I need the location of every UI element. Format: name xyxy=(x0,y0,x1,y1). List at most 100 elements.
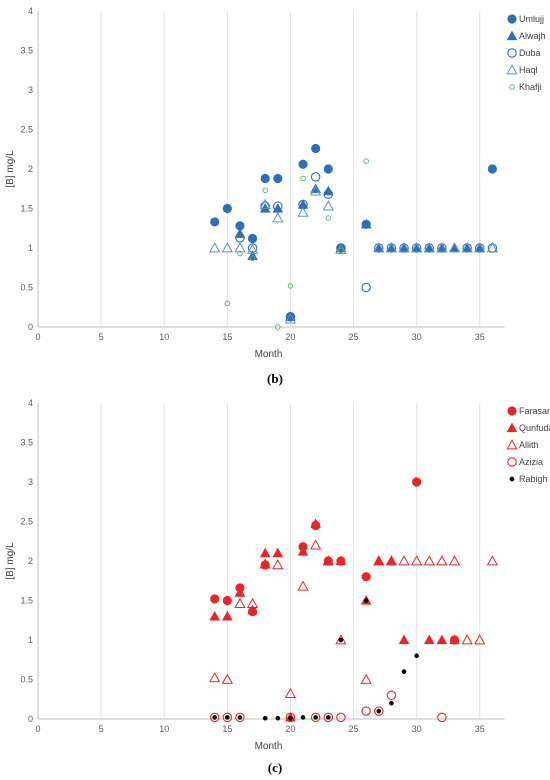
data-point xyxy=(297,546,309,556)
data-point xyxy=(414,653,419,659)
data-point xyxy=(262,715,268,721)
data-point xyxy=(338,637,344,643)
data-point xyxy=(287,283,294,289)
legend-marker xyxy=(509,84,515,90)
data-point xyxy=(209,672,221,683)
y-tick-label: 1.5 xyxy=(20,204,33,214)
data-point xyxy=(374,706,384,716)
data-point xyxy=(323,164,333,174)
data-point xyxy=(385,555,398,566)
data-point xyxy=(448,555,461,566)
data-point xyxy=(275,324,281,330)
data-point xyxy=(474,634,486,645)
data-point xyxy=(247,233,258,244)
data-point xyxy=(224,300,231,307)
data-point xyxy=(272,547,284,558)
data-point xyxy=(437,712,447,723)
data-point xyxy=(298,199,308,210)
data-point xyxy=(487,164,497,174)
y-tick-label: 2.5 xyxy=(20,517,33,527)
y-tick-label: 1 xyxy=(28,243,33,253)
data-point xyxy=(310,172,321,182)
legend-label: Duba xyxy=(519,48,541,58)
data-point xyxy=(273,173,283,184)
data-point xyxy=(298,159,308,169)
data-point xyxy=(310,185,322,196)
data-point xyxy=(423,555,435,566)
data-point xyxy=(221,242,233,253)
data-point xyxy=(259,547,271,558)
data-point xyxy=(325,715,331,720)
series-azizia xyxy=(209,690,447,723)
data-point xyxy=(410,242,423,253)
legend-marker xyxy=(506,439,518,450)
y-axis-label: [B] mg/L xyxy=(5,150,16,188)
chart-panel-b: 0 0.5 1 1.5 2 2.5 3 3.5 4 0 5 10 15 20 25 30 35 Month [B] … xyxy=(5,6,546,360)
data-point xyxy=(325,215,332,221)
data-point xyxy=(284,313,297,324)
data-point xyxy=(259,198,271,209)
panel-label: (b) xyxy=(267,371,283,386)
series-khafji xyxy=(224,158,369,330)
data-point xyxy=(361,572,371,582)
data-point xyxy=(221,673,233,684)
x-tick-label: 30 xyxy=(412,724,422,734)
y-tick-label: 0 xyxy=(28,322,33,332)
legend-marker xyxy=(507,406,517,416)
data-point xyxy=(234,597,246,608)
x-tick-label: 20 xyxy=(285,724,295,734)
data-point xyxy=(486,555,499,566)
legend-label: Alwajh xyxy=(519,31,546,41)
data-point xyxy=(284,687,297,699)
y-tick-label: 0 xyxy=(28,714,33,724)
x-tick-label: 30 xyxy=(412,332,422,342)
y-tick-label: 0.5 xyxy=(20,675,33,685)
data-point xyxy=(360,218,372,229)
y-tick-label: 1.5 xyxy=(20,596,33,606)
data-point xyxy=(449,242,460,253)
data-point xyxy=(249,255,256,262)
data-point xyxy=(260,173,270,184)
legend-marker xyxy=(506,30,518,41)
data-point xyxy=(410,555,423,566)
y-tick-label: 3 xyxy=(28,85,33,95)
data-point xyxy=(338,247,344,254)
data-point xyxy=(322,555,334,566)
legend-marker xyxy=(506,422,518,433)
x-tick-label: 35 xyxy=(475,724,485,734)
data-point xyxy=(398,634,410,645)
data-point xyxy=(361,282,371,293)
data-point xyxy=(376,708,382,714)
data-point xyxy=(210,594,220,604)
data-point xyxy=(386,555,397,566)
x-tick-label: 15 xyxy=(222,332,232,342)
data-point xyxy=(423,634,435,645)
y-tick-label: 2.5 xyxy=(20,125,33,135)
data-point xyxy=(448,242,461,253)
data-point xyxy=(310,518,321,529)
data-point xyxy=(310,539,322,550)
data-point xyxy=(237,250,243,257)
data-point xyxy=(373,555,385,566)
legend-label: Rabigh xyxy=(519,474,548,484)
data-point xyxy=(323,189,334,200)
data-point xyxy=(247,604,258,615)
legend-label: Farasan xyxy=(519,406,550,416)
data-point xyxy=(461,242,473,253)
data-point xyxy=(486,242,499,253)
y-tick-label: 2 xyxy=(28,556,33,566)
series-allith xyxy=(209,539,499,699)
legend: Umlujj Alwajh Duba Haql Khafji xyxy=(506,14,546,92)
x-tick-label: 15 xyxy=(222,724,232,734)
data-point xyxy=(436,634,448,645)
data-point xyxy=(310,712,321,723)
x-axis-label: Month xyxy=(255,741,283,752)
legend-label: Allith xyxy=(519,440,539,450)
series-rabigh xyxy=(212,598,419,721)
x-tick-label: 5 xyxy=(99,724,104,734)
data-point xyxy=(423,242,435,253)
data-point xyxy=(461,634,473,645)
data-point xyxy=(235,712,245,723)
